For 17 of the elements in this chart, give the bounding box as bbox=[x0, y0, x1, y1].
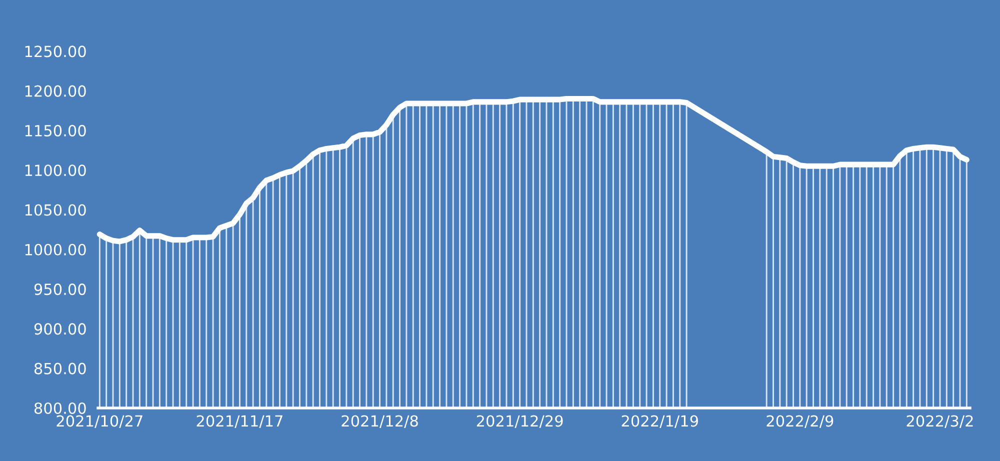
y-tick-label: 1200.00 bbox=[25, 85, 86, 97]
y-tick-label: 1250.00 bbox=[25, 46, 86, 58]
x-tick-label: 2022/1/19 bbox=[622, 415, 698, 428]
y-tick-label: 1150.00 bbox=[25, 124, 86, 136]
x-tick-label: 2022/3/2 bbox=[906, 415, 973, 428]
y-tick-label: 900.00 bbox=[34, 323, 86, 335]
y-tick-label: 1000.00 bbox=[25, 244, 86, 256]
y-tick-label: 800.00 bbox=[34, 402, 86, 414]
y-tick-label: 1100.00 bbox=[25, 164, 86, 176]
y-tick-label: 950.00 bbox=[34, 284, 86, 296]
x-tick-label: 2022/2/9 bbox=[766, 415, 834, 428]
x-tick-label: 2021/11/17 bbox=[196, 415, 282, 428]
y-tick-label: 850.00 bbox=[34, 362, 86, 374]
x-tick-label: 2021/10/27 bbox=[56, 415, 142, 428]
x-tick-label: 2021/12/8 bbox=[342, 415, 418, 428]
x-tick-label: 2021/12/29 bbox=[476, 415, 563, 428]
y-tick-label: 1050.00 bbox=[25, 204, 86, 216]
